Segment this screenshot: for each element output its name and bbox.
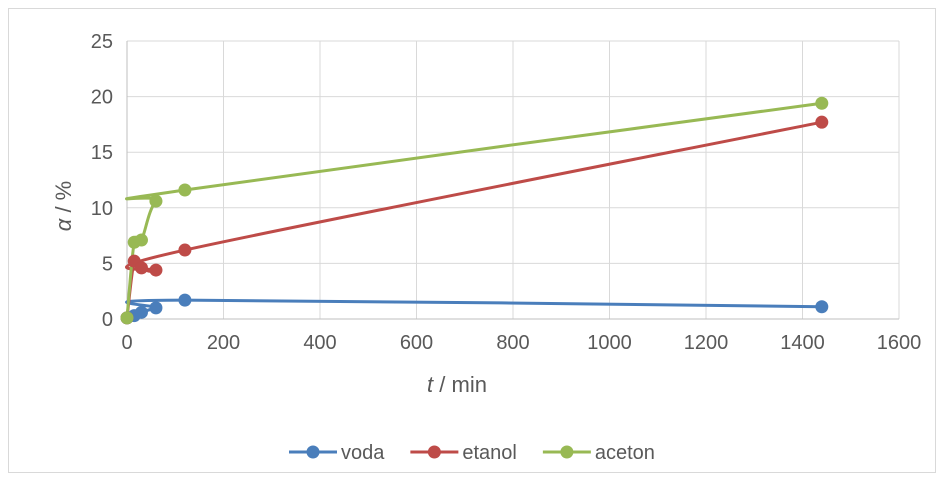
legend-item-voda: voda bbox=[289, 442, 385, 464]
x-tick-label: 1600 bbox=[877, 332, 922, 354]
y-tick-label: 20 bbox=[91, 87, 113, 109]
x-tick-label: 1400 bbox=[780, 332, 825, 354]
y-axis-ticks: 0 5 10 15 20 25 bbox=[91, 31, 113, 331]
series-lines bbox=[125, 101, 823, 320]
legend-marker-aceton bbox=[560, 445, 574, 459]
legend-marker-etanol bbox=[427, 445, 441, 459]
legend-marker-voda bbox=[306, 445, 320, 459]
x-tick-label: 600 bbox=[400, 332, 433, 354]
legend-label-voda: voda bbox=[341, 442, 385, 464]
data-point-voda bbox=[149, 301, 163, 315]
series-points bbox=[120, 96, 829, 325]
data-point-aceton bbox=[149, 194, 163, 208]
y-tick-label: 5 bbox=[102, 253, 113, 275]
line-chart: 0 5 10 15 20 25 0 200 400 600 800 1000 1200 1400 1600… bbox=[51, 31, 921, 464]
x-tick-label: 200 bbox=[207, 332, 240, 354]
x-tick-label: 1200 bbox=[684, 332, 729, 354]
y-tick-label: 15 bbox=[91, 142, 113, 164]
grid bbox=[126, 40, 900, 320]
data-point-etanol bbox=[134, 261, 148, 275]
series-line-voda bbox=[125, 298, 822, 320]
legend-item-aceton: aceton bbox=[542, 442, 655, 464]
data-point-etanol bbox=[815, 115, 829, 129]
data-point-aceton bbox=[178, 183, 192, 197]
series-line-aceton bbox=[125, 101, 823, 319]
y-tick-label: 0 bbox=[102, 309, 113, 331]
y-axis-title: α / % bbox=[51, 181, 76, 231]
y-tick-label: 25 bbox=[91, 31, 113, 53]
x-axis-title: t / min bbox=[427, 372, 487, 397]
x-tick-label: 1000 bbox=[587, 332, 632, 354]
y-tick-label: 10 bbox=[91, 198, 113, 220]
data-point-voda bbox=[815, 300, 829, 314]
x-tick-label: 0 bbox=[121, 332, 132, 354]
legend: voda etanol aceton bbox=[289, 442, 655, 464]
legend-item-etanol: etanol bbox=[410, 442, 517, 464]
data-point-aceton bbox=[134, 233, 148, 247]
legend-label-aceton: aceton bbox=[595, 442, 655, 464]
x-axis-ticks: 0 200 400 600 800 1000 1200 1400 1600 bbox=[121, 332, 921, 354]
x-tick-label: 400 bbox=[303, 332, 336, 354]
data-point-voda bbox=[178, 293, 192, 307]
data-point-voda bbox=[134, 305, 148, 319]
data-point-etanol bbox=[178, 243, 192, 257]
data-point-aceton bbox=[120, 311, 134, 325]
data-point-aceton bbox=[815, 96, 829, 110]
chart-frame: 0 5 10 15 20 25 0 200 400 600 800 1000 1200 1400 1600… bbox=[8, 8, 936, 473]
data-point-etanol bbox=[149, 263, 163, 277]
legend-label-etanol: etanol bbox=[462, 442, 517, 464]
x-tick-label: 800 bbox=[496, 332, 529, 354]
